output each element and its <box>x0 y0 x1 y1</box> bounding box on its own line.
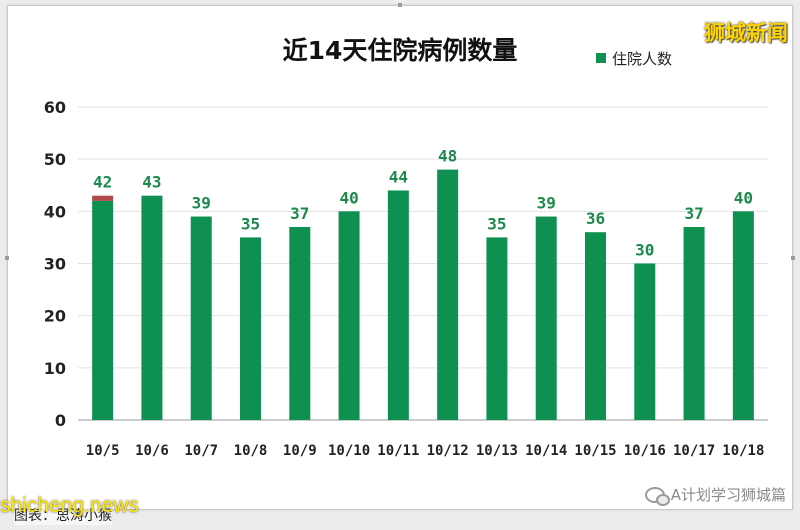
y-tick-label: 40 <box>44 202 66 221</box>
x-tick-label: 10/15 <box>574 443 616 459</box>
x-tick-label: 10/10 <box>328 443 370 459</box>
y-tick-label: 60 <box>44 98 66 117</box>
resize-handle-top[interactable] <box>398 3 402 7</box>
bar <box>190 216 212 420</box>
channel-name: A计划学习狮城篇 <box>670 486 786 504</box>
data-labels: 42 43 39 35 37 40 44 48 35 39 36 30 37 40 <box>93 147 753 260</box>
bar <box>289 226 311 420</box>
resize-handle-right[interactable] <box>791 256 795 260</box>
y-tick-label: 0 <box>55 411 66 430</box>
chart-frame: 近14天住院病例数量 住院人数 0 10 20 30 40 50 60 42 43 39 35 37… <box>5 3 795 510</box>
x-tick-label: 10/17 <box>673 443 715 459</box>
legend-swatch <box>596 53 606 63</box>
channel-tag: A计划学习狮城篇 <box>644 484 786 506</box>
bar <box>683 226 705 420</box>
data-label: 37 <box>290 204 309 223</box>
y-axis: 0 10 20 30 40 50 60 <box>44 98 66 430</box>
data-label: 42 <box>93 173 112 192</box>
data-label: 30 <box>635 241 654 260</box>
gridlines <box>78 106 768 421</box>
x-tick-label: 10/18 <box>722 443 764 459</box>
data-label: 37 <box>684 204 703 223</box>
data-label: 35 <box>241 214 260 233</box>
bar <box>732 211 754 420</box>
bar <box>535 216 557 420</box>
brand-watermark: 狮城新闻 <box>704 21 788 45</box>
data-label: 44 <box>389 167 408 186</box>
data-label: 40 <box>734 188 753 207</box>
x-tick-label: 10/8 <box>234 443 268 459</box>
bars <box>92 169 754 420</box>
bar <box>338 211 360 420</box>
x-tick-label: 10/16 <box>624 443 666 459</box>
legend: 住院人数 <box>596 50 672 68</box>
bar <box>634 263 656 420</box>
legend-label: 住院人数 <box>612 50 672 68</box>
data-label: 39 <box>537 194 556 213</box>
bar <box>141 195 163 420</box>
bar <box>437 169 459 420</box>
resize-handle-left[interactable] <box>5 256 9 260</box>
data-label: 48 <box>438 147 457 166</box>
x-tick-label: 10/11 <box>377 443 419 459</box>
y-tick-label: 10 <box>44 359 66 378</box>
data-label: 39 <box>192 194 211 213</box>
x-tick-label: 10/13 <box>476 443 518 459</box>
data-label: 43 <box>142 173 161 192</box>
bar <box>240 237 261 420</box>
bar <box>92 200 114 420</box>
x-tick-label: 10/7 <box>184 443 218 459</box>
bar <box>387 190 409 420</box>
site-watermark: shicheng.news <box>0 494 139 517</box>
x-tick-label: 10/12 <box>427 443 469 459</box>
x-tick-label: 10/5 <box>86 443 120 459</box>
source-caption: 图表：思涛小猴 <box>14 505 112 525</box>
chart-title: 近14天住院病例数量 <box>283 36 518 65</box>
bar <box>585 232 606 420</box>
bar-segment <box>92 195 114 201</box>
x-tick-label: 10/9 <box>283 443 317 459</box>
data-label: 36 <box>586 209 605 228</box>
data-label: 40 <box>339 188 358 207</box>
bar-chart: 近14天住院病例数量 住院人数 0 10 20 30 40 50 60 42 43 39 35 37… <box>44 36 768 459</box>
y-tick-label: 20 <box>44 307 66 326</box>
bar <box>486 237 508 420</box>
data-label: 35 <box>487 214 506 233</box>
y-tick-label: 30 <box>44 255 66 274</box>
wechat-icon <box>644 486 670 506</box>
x-tick-label: 10/14 <box>525 443 567 459</box>
x-tick-label: 10/6 <box>135 443 169 459</box>
x-axis: 10/5 10/6 10/7 10/8 10/9 10/10 10/11 10/12 10/13… <box>86 443 765 459</box>
y-tick-label: 50 <box>44 150 66 169</box>
